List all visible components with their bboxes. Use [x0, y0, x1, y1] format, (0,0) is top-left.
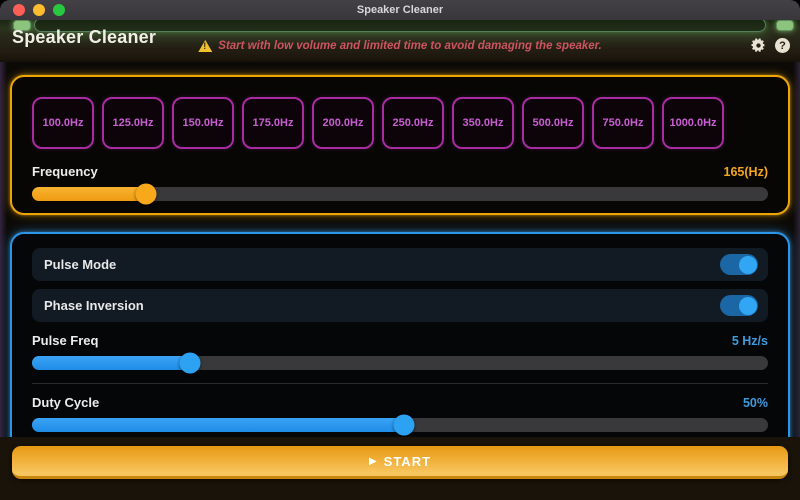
led-indicator-left — [13, 20, 31, 31]
frequency-slider-thumb[interactable] — [135, 183, 157, 205]
window-title: Speaker Cleaner — [356, 4, 444, 16]
phase-inversion-label: Phase Inversion — [44, 298, 144, 313]
frequency-slider-fill — [32, 187, 147, 201]
preset-1000hz[interactable]: 1000.0Hz — [662, 97, 724, 149]
frequency-presets: 100.0Hz 125.0Hz 150.0Hz 175.0Hz 200.0Hz … — [32, 97, 768, 149]
pulse-freq-value: 5 Hz/s — [731, 334, 768, 348]
preset-200hz[interactable]: 200.0Hz — [312, 97, 374, 149]
duty-cycle-slider-fill — [32, 418, 404, 432]
warning-icon — [198, 40, 213, 52]
duty-cycle-label: Duty Cycle — [32, 395, 100, 410]
start-button-label: START — [383, 453, 432, 469]
preset-125hz[interactable]: 125.0Hz — [102, 97, 164, 149]
phase-inversion-toggle[interactable] — [720, 295, 758, 316]
pulse-mode-toggle[interactable] — [720, 254, 758, 275]
preset-250hz[interactable]: 250.0Hz — [382, 97, 444, 149]
pulse-freq-slider-track[interactable] — [32, 356, 768, 370]
gear-icon[interactable] — [751, 38, 766, 53]
preset-100hz[interactable]: 100.0Hz — [32, 97, 94, 149]
duty-cycle-slider[interactable] — [32, 414, 768, 436]
preset-350hz[interactable]: 350.0Hz — [452, 97, 514, 149]
main-content: 100.0Hz 125.0Hz 150.0Hz 175.0Hz 200.0Hz … — [0, 62, 800, 500]
footer-bar: ▶ START — [0, 437, 800, 500]
close-window-button[interactable] — [13, 4, 25, 16]
traffic-lights — [0, 4, 65, 16]
minimize-window-button[interactable] — [33, 4, 45, 16]
zoom-window-button[interactable] — [53, 4, 65, 16]
duty-cycle-value: 50% — [742, 396, 768, 410]
preset-175hz[interactable]: 175.0Hz — [242, 97, 304, 149]
titlebar: Speaker Cleaner — [0, 0, 800, 20]
controls-panel: Pulse Mode Phase Inversion Pulse Freq 5 … — [10, 232, 790, 460]
pulse-freq-slider-fill — [32, 356, 191, 370]
start-button[interactable]: ▶ START — [12, 446, 788, 479]
pulse-mode-toggle-knob — [738, 255, 757, 274]
pulse-freq-slider[interactable] — [32, 352, 768, 374]
warning-text: Start with low volume and limited time t… — [218, 40, 602, 52]
section-divider — [32, 383, 768, 384]
preset-150hz[interactable]: 150.0Hz — [172, 97, 234, 149]
frequency-label: Frequency — [32, 164, 98, 179]
frequency-panel: 100.0Hz 125.0Hz 150.0Hz 175.0Hz 200.0Hz … — [10, 75, 790, 215]
duty-cycle-slider-thumb[interactable] — [393, 414, 415, 436]
phase-inversion-toggle-knob — [738, 296, 757, 315]
play-icon: ▶ — [368, 455, 377, 467]
app-header: Speaker Cleaner Start with low volume an… — [0, 18, 800, 62]
frequency-slider[interactable] — [32, 183, 768, 205]
preset-500hz[interactable]: 500.0Hz — [522, 97, 584, 149]
pulse-freq-slider-thumb[interactable] — [179, 352, 201, 374]
pulse-mode-row: Pulse Mode — [32, 248, 768, 281]
warning-banner: Start with low volume and limited time t… — [198, 40, 602, 52]
page-title: Speaker Cleaner — [12, 27, 157, 47]
pulse-freq-label: Pulse Freq — [32, 333, 99, 348]
help-icon[interactable]: ? — [775, 38, 790, 53]
preset-750hz[interactable]: 750.0Hz — [592, 97, 654, 149]
phase-inversion-row: Phase Inversion — [32, 289, 768, 322]
pulse-mode-label: Pulse Mode — [44, 257, 117, 272]
frequency-slider-track[interactable] — [32, 187, 768, 201]
frequency-value: 165(Hz) — [723, 165, 768, 179]
led-indicator-right — [776, 20, 794, 31]
